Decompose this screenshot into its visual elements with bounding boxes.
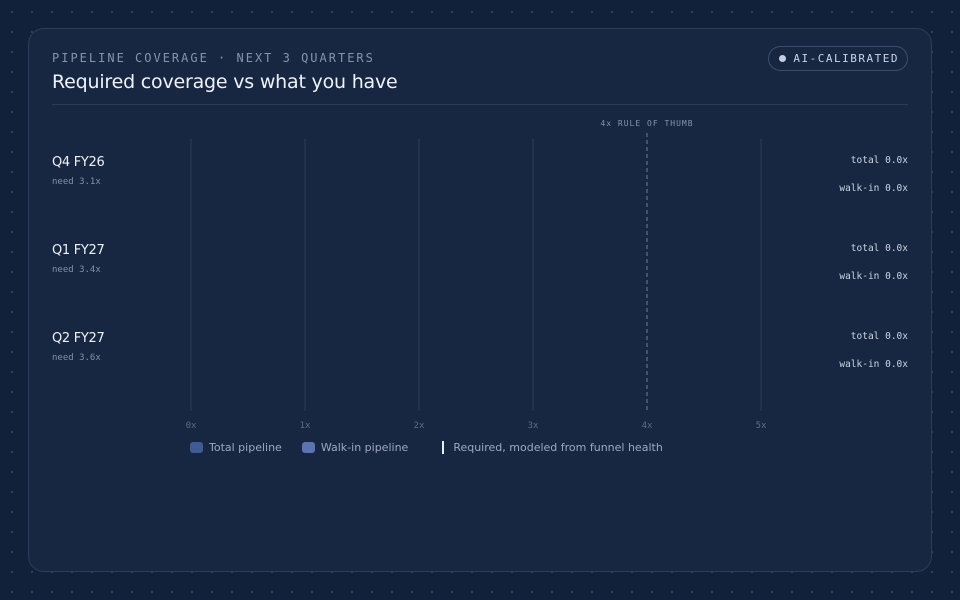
walkin-readout: walk-in 0.0x [839,271,908,282]
walkin-readout: walk-in 0.0x [839,183,908,194]
row-need-value: need 3.1x [52,177,101,187]
legend-total-label: Total pipeline [209,441,282,454]
x-tick-label: 3x [528,421,539,431]
legend-item-required: Required, modeled from funnel health [428,441,663,454]
ai-calibrated-badge: AI-CALIBRATED [768,46,908,71]
x-tick-label: 1x [300,421,311,431]
walkin-swatch-icon [301,442,315,453]
total-readout: total 0.0x [850,243,908,254]
legend-required-label: Required, modeled from funnel health [453,441,663,454]
row-need-value: need 3.4x [52,265,101,275]
total-swatch-icon [190,442,203,453]
x-tick-label: 0x [186,421,197,431]
coverage-card: PIPELINE COVERAGE · NEXT 3 QUARTERS Requ… [28,28,932,572]
legend-item-total: Total pipeline [190,441,282,454]
total-readout: total 0.0x [850,155,908,166]
threshold-label: 4x RULE OF THUMB [600,119,693,128]
row-label-q4-fy26: Q4 FY26 need 3.1x [52,155,105,187]
x-tick-label: 5x [756,421,767,431]
row-need-value: need 3.6x [52,353,101,363]
row-quarter-name: Q1 FY27 [52,243,105,258]
required-marker-icon [442,441,445,454]
row-label-q2-fy27: Q2 FY27 need 3.6x [52,331,105,363]
chart-title: Required coverage vs what you have [52,71,398,93]
chart-legend: Total pipeline Walk-in pipeline Required… [190,441,683,454]
x-tick-label: 2x [414,421,425,431]
x-tick-label: 4x [642,421,653,431]
coverage-chart: 0x 1x 2x 3x 4x 5x 4x RULE OF THUMB [186,119,767,431]
walkin-readout: walk-in 0.0x [839,359,908,370]
row-quarter-name: Q2 FY27 [52,331,105,346]
chart-eyebrow: PIPELINE COVERAGE · NEXT 3 QUARTERS [52,51,375,65]
legend-walkin-label: Walk-in pipeline [320,441,409,454]
row-label-q1-fy27: Q1 FY27 need 3.4x [52,243,105,275]
total-readout: total 0.0x [850,331,908,342]
status-dot-icon [779,55,787,62]
legend-item-walkin: Walk-in pipeline [301,441,409,454]
row-quarter-name: Q4 FY26 [52,155,105,170]
badge-label: AI-CALIBRATED [793,52,899,65]
header-divider [52,104,908,105]
